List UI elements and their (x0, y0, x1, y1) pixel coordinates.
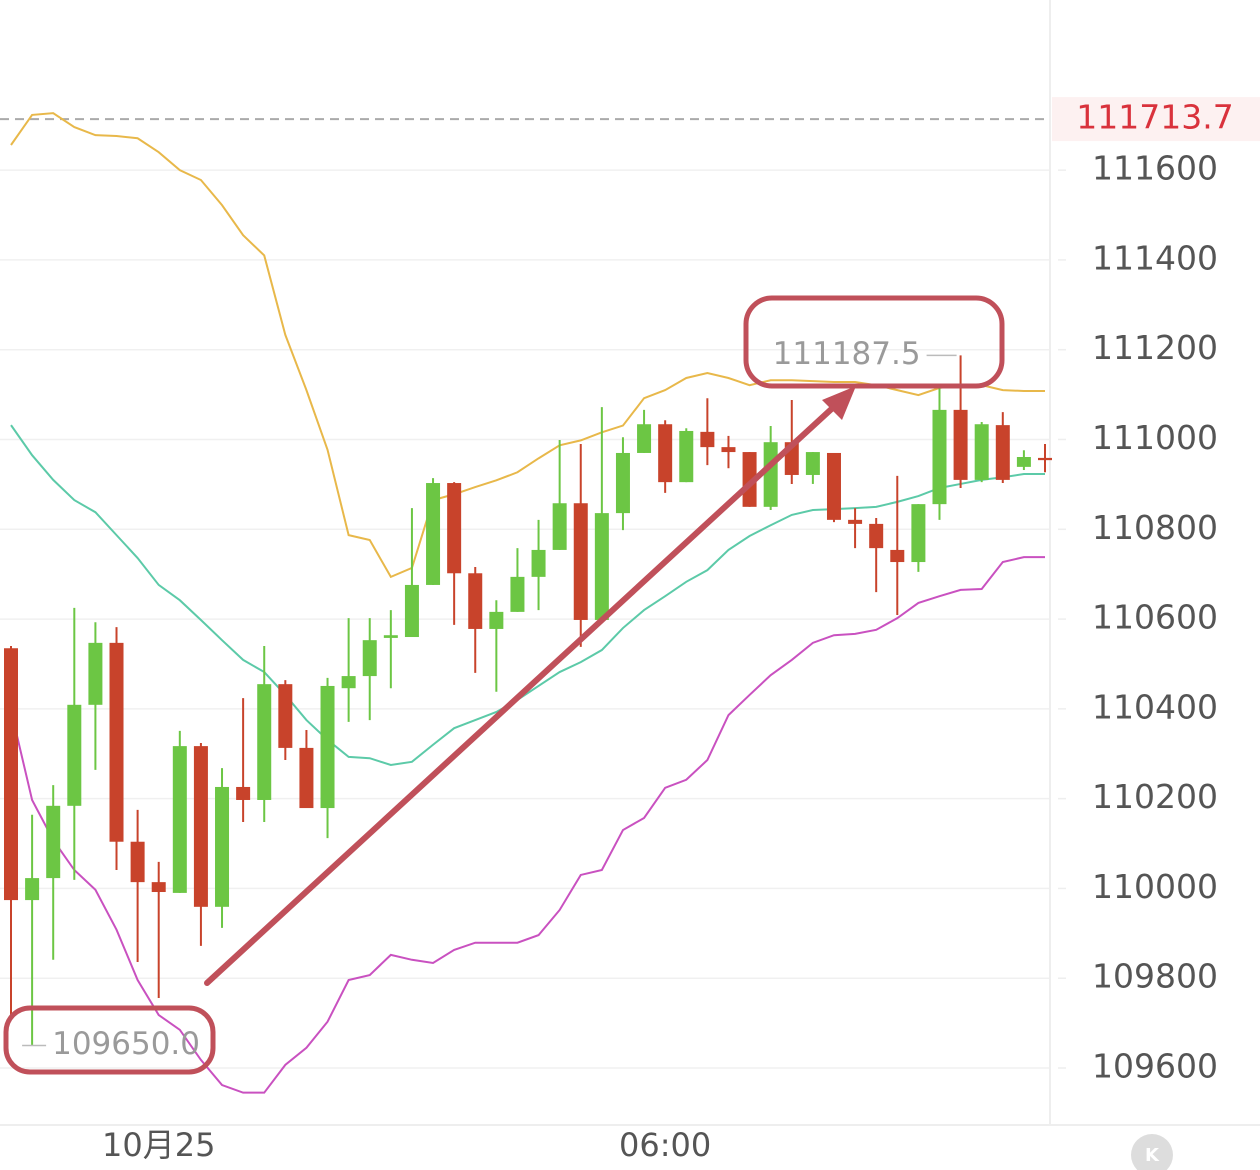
candle-body (67, 704, 82, 806)
candle-body (573, 503, 588, 620)
y-tick-label: 110000 (1092, 867, 1218, 906)
candle-body (953, 409, 968, 480)
candle-body (763, 442, 778, 507)
candle-body (848, 519, 863, 524)
candle-body (215, 786, 230, 907)
band-line (10, 556, 1045, 1094)
candle-body (594, 513, 609, 620)
labels: 109600 109800 110000 110200 110400 110600 1108… (22, 97, 1260, 1164)
badge: K (1145, 1145, 1160, 1166)
y-tick-label: 110200 (1092, 777, 1218, 816)
candle-body (46, 805, 61, 879)
band-line (10, 424, 1045, 766)
x-tick-label: 10月25 (102, 1126, 215, 1164)
candle-body (489, 611, 504, 629)
y-tick-label: 109600 (1092, 1046, 1218, 1085)
highlight-box (3, 1005, 216, 1075)
candle-body (172, 746, 187, 893)
candle-body (88, 642, 103, 705)
candle-body (679, 430, 694, 483)
candle-body (531, 549, 546, 577)
candle-body (468, 573, 483, 629)
candle-body (193, 746, 208, 907)
arrow-head (822, 386, 856, 420)
candle-body (805, 452, 820, 475)
y-tick-label: 111600 (1092, 149, 1218, 188)
candle-body (278, 684, 293, 748)
candle-body (637, 424, 652, 453)
low-label: 109650.0 (52, 1026, 200, 1062)
candle-body (320, 685, 335, 809)
candle-body (911, 504, 926, 563)
last-price-label: 111713.7 (1076, 98, 1233, 137)
badge-circle (1131, 1134, 1173, 1170)
candle-body (932, 409, 947, 505)
candle-body (658, 424, 673, 483)
candle-body (890, 549, 905, 563)
candle-body (341, 676, 356, 689)
high-label: 111187.5 (773, 336, 921, 372)
candle-body (130, 841, 145, 883)
candle-body (257, 684, 272, 800)
candle-body (404, 584, 419, 638)
candle-body (826, 452, 841, 520)
highlight-box (743, 295, 1005, 389)
candle-body (869, 523, 884, 549)
candle-body (742, 452, 757, 507)
candle-body (1038, 457, 1052, 461)
candle-body (510, 576, 525, 612)
candle-body (447, 483, 462, 574)
candle-body (151, 882, 166, 893)
candle-body (721, 447, 736, 453)
candle-body (4, 648, 18, 901)
y-tick-label: 110400 (1092, 687, 1218, 726)
y-tick-label: 111200 (1092, 328, 1218, 367)
candle-body (700, 431, 715, 448)
candle-body (299, 747, 314, 809)
candle-body (362, 640, 377, 677)
candle-body (995, 425, 1010, 480)
x-tick-label: 06:00 (619, 1126, 711, 1164)
candle-body (236, 786, 251, 800)
candle-body (615, 452, 630, 514)
y-tick-label: 111000 (1092, 418, 1218, 457)
y-tick-label: 110800 (1092, 508, 1218, 547)
candle-body (1016, 457, 1031, 467)
y-tick-label: 110600 (1092, 598, 1218, 637)
last-price-bg (1052, 97, 1260, 142)
y-tick-label: 111400 (1092, 238, 1218, 277)
candle-body (974, 424, 989, 480)
grid (0, 118, 1066, 1069)
candle-body (426, 483, 441, 585)
trend-arrow (204, 400, 841, 986)
candle-body (383, 635, 398, 638)
candle-body (109, 642, 124, 842)
y-tick-label: 109800 (1092, 957, 1218, 996)
candle-body (25, 878, 40, 901)
candle-body (552, 503, 567, 550)
